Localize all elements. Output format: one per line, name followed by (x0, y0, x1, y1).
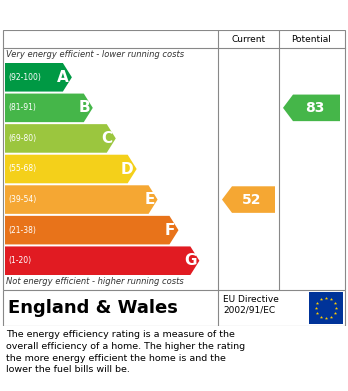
Polygon shape (5, 93, 93, 122)
Text: (81-91): (81-91) (8, 103, 36, 112)
Text: B: B (78, 100, 90, 115)
Text: Energy Efficiency Rating: Energy Efficiency Rating (8, 7, 218, 23)
Text: 83: 83 (305, 101, 324, 115)
Text: (1-20): (1-20) (8, 256, 31, 265)
Polygon shape (5, 63, 72, 91)
Polygon shape (5, 185, 158, 214)
Bar (309, 292, 343, 324)
Text: EU Directive
2002/91/EC: EU Directive 2002/91/EC (223, 295, 279, 315)
Text: The energy efficiency rating is a measure of the
overall efficiency of a home. T: The energy efficiency rating is a measur… (6, 330, 245, 375)
Text: A: A (57, 70, 69, 85)
Text: D: D (121, 161, 134, 176)
Text: (39-54): (39-54) (8, 195, 36, 204)
Text: C: C (102, 131, 113, 146)
Text: Very energy efficient - lower running costs: Very energy efficient - lower running co… (6, 50, 184, 59)
Text: G: G (184, 253, 196, 268)
Text: (55-68): (55-68) (8, 165, 36, 174)
Text: (69-80): (69-80) (8, 134, 36, 143)
Polygon shape (5, 246, 199, 275)
Text: E: E (144, 192, 155, 207)
Text: Not energy efficient - higher running costs: Not energy efficient - higher running co… (6, 277, 184, 286)
Polygon shape (5, 155, 137, 183)
Polygon shape (5, 216, 179, 244)
Text: (92-100): (92-100) (8, 73, 41, 82)
Polygon shape (222, 186, 275, 213)
Polygon shape (283, 95, 340, 121)
Polygon shape (5, 124, 116, 153)
Text: Current: Current (231, 34, 266, 43)
Text: 52: 52 (242, 193, 261, 206)
Text: (21-38): (21-38) (8, 226, 36, 235)
Text: F: F (165, 222, 175, 238)
Text: England & Wales: England & Wales (8, 299, 178, 317)
Text: Potential: Potential (292, 34, 331, 43)
